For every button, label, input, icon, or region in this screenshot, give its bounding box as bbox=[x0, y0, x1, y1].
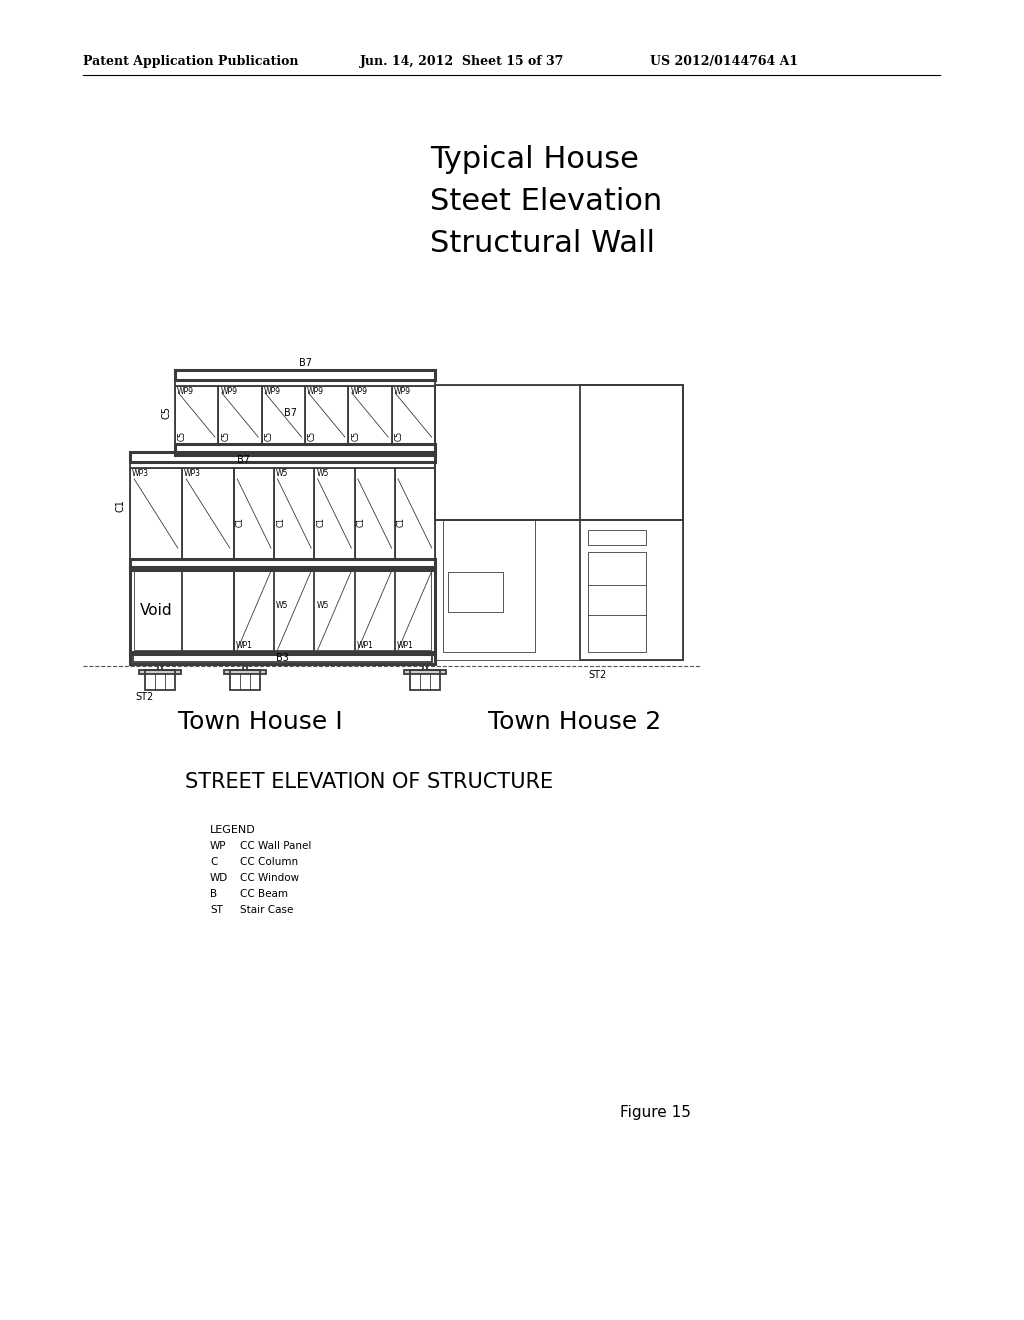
Bar bbox=[449, 572, 503, 612]
Text: B3: B3 bbox=[276, 653, 289, 663]
Bar bbox=[134, 572, 431, 649]
Text: Typical House: Typical House bbox=[430, 145, 639, 174]
Bar bbox=[130, 558, 435, 568]
Text: WP1: WP1 bbox=[397, 642, 414, 649]
Bar bbox=[410, 671, 440, 690]
Text: US 2012/0144764 A1: US 2012/0144764 A1 bbox=[650, 55, 798, 69]
Text: Patent Application Publication: Patent Application Publication bbox=[83, 55, 299, 69]
Bar bbox=[130, 451, 435, 469]
Bar bbox=[395, 469, 435, 558]
Bar bbox=[234, 469, 274, 558]
Text: LEGEND: LEGEND bbox=[210, 825, 256, 836]
Text: C1: C1 bbox=[276, 517, 286, 527]
Bar bbox=[218, 385, 262, 444]
Text: C5: C5 bbox=[264, 430, 273, 441]
Text: WP9: WP9 bbox=[220, 387, 238, 396]
Text: Town House I: Town House I bbox=[177, 710, 342, 734]
Text: B7: B7 bbox=[237, 455, 250, 465]
Bar bbox=[175, 385, 218, 444]
Text: WP3: WP3 bbox=[184, 469, 201, 478]
Text: C5: C5 bbox=[162, 407, 172, 418]
Bar bbox=[145, 671, 175, 690]
Bar bbox=[391, 385, 435, 444]
Bar bbox=[435, 385, 683, 520]
Text: WD: WD bbox=[210, 873, 228, 883]
Text: WP1: WP1 bbox=[356, 642, 374, 649]
Bar bbox=[580, 385, 683, 660]
Bar bbox=[443, 520, 535, 652]
Bar bbox=[348, 385, 391, 444]
Text: WP9: WP9 bbox=[263, 387, 281, 396]
Bar bbox=[305, 385, 348, 444]
Bar bbox=[354, 469, 395, 558]
Text: W5: W5 bbox=[276, 469, 289, 478]
Bar bbox=[588, 552, 646, 652]
Text: ST: ST bbox=[210, 906, 223, 915]
Bar bbox=[133, 653, 432, 663]
Bar bbox=[435, 385, 683, 660]
Text: WP9: WP9 bbox=[350, 387, 368, 396]
Text: Figure 15: Figure 15 bbox=[620, 1105, 691, 1119]
Bar bbox=[314, 469, 354, 558]
Text: W5: W5 bbox=[316, 469, 329, 478]
Text: WP9: WP9 bbox=[177, 387, 194, 396]
Text: CC Wall Panel: CC Wall Panel bbox=[240, 841, 311, 851]
Text: Town House 2: Town House 2 bbox=[488, 710, 662, 734]
Bar bbox=[139, 671, 181, 675]
Text: WP3: WP3 bbox=[132, 469, 150, 478]
Text: Structural Wall: Structural Wall bbox=[430, 228, 655, 257]
Bar bbox=[274, 469, 314, 558]
Text: C5: C5 bbox=[221, 430, 230, 441]
Text: WP9: WP9 bbox=[307, 387, 324, 396]
Text: C: C bbox=[210, 857, 217, 867]
Text: C1: C1 bbox=[115, 499, 125, 512]
Text: Stair Case: Stair Case bbox=[240, 906, 293, 915]
Text: Void: Void bbox=[140, 603, 173, 618]
Text: Jun. 14, 2012  Sheet 15 of 37: Jun. 14, 2012 Sheet 15 of 37 bbox=[360, 55, 564, 69]
Text: STREET ELEVATION OF STRUCTURE: STREET ELEVATION OF STRUCTURE bbox=[185, 772, 553, 792]
Text: ST2: ST2 bbox=[135, 692, 154, 702]
Bar bbox=[130, 568, 435, 653]
Text: B7: B7 bbox=[299, 358, 311, 368]
Bar bbox=[588, 531, 646, 545]
Bar bbox=[130, 469, 182, 558]
Text: C5: C5 bbox=[351, 430, 360, 441]
Text: C1: C1 bbox=[236, 517, 245, 527]
Bar bbox=[230, 671, 260, 690]
Text: CC Beam: CC Beam bbox=[240, 888, 288, 899]
Bar bbox=[130, 652, 435, 664]
Text: CC Column: CC Column bbox=[240, 857, 298, 867]
Text: W5: W5 bbox=[316, 601, 329, 610]
Bar bbox=[175, 370, 435, 380]
Text: WP: WP bbox=[210, 841, 226, 851]
Text: C1: C1 bbox=[356, 517, 366, 527]
Text: Steet Elevation: Steet Elevation bbox=[430, 187, 663, 216]
Text: B: B bbox=[210, 888, 217, 899]
Bar bbox=[262, 385, 305, 444]
Text: C5: C5 bbox=[178, 430, 187, 441]
Bar bbox=[130, 558, 435, 570]
Bar bbox=[130, 451, 435, 462]
Bar bbox=[404, 671, 446, 675]
Bar bbox=[182, 469, 234, 558]
Text: WP1: WP1 bbox=[236, 642, 253, 649]
Text: C1: C1 bbox=[316, 517, 326, 527]
Text: C1: C1 bbox=[397, 517, 406, 527]
Text: B7: B7 bbox=[284, 408, 297, 417]
Text: WP9: WP9 bbox=[393, 387, 411, 396]
Bar bbox=[224, 671, 266, 675]
Bar bbox=[175, 444, 435, 451]
Text: C5: C5 bbox=[308, 430, 317, 441]
Text: C5: C5 bbox=[394, 430, 403, 441]
Text: W5: W5 bbox=[276, 601, 289, 610]
Text: CC Window: CC Window bbox=[240, 873, 299, 883]
Bar bbox=[175, 370, 435, 385]
Text: ST2: ST2 bbox=[588, 671, 606, 680]
Bar bbox=[175, 444, 435, 455]
